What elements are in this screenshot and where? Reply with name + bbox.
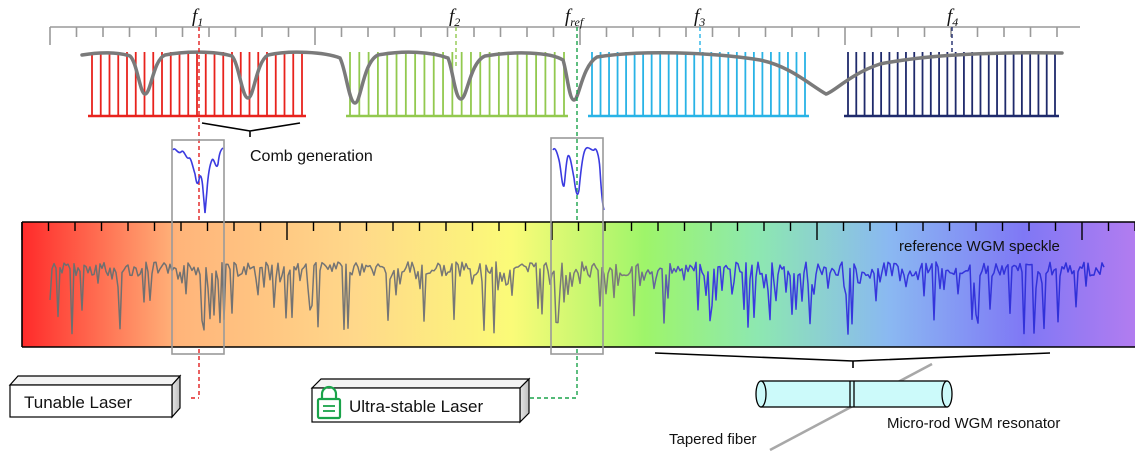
inset-trace-left: [172, 147, 224, 214]
zoom-box-left: [171, 139, 225, 355]
f2-label: f2: [449, 6, 460, 29]
resonator-brace: [654, 352, 1051, 368]
f1-label: f1: [192, 6, 203, 29]
frequency-ruler: [49, 26, 1080, 45]
comb-green: [346, 52, 568, 118]
tapered-fiber-label: Tapered fiber: [669, 431, 757, 448]
f3-label: f3: [694, 6, 705, 29]
comb-generation-brace: [201, 122, 301, 137]
speckle-trace: [49, 261, 1105, 335]
micro-rod-label: Micro-rod WGM resonator: [887, 415, 1060, 432]
comb-generation-label: Comb generation: [250, 148, 373, 165]
reference-speckle-label: reference WGM speckle: [899, 238, 1060, 255]
inset-trace-right: [552, 146, 605, 211]
micro-rod-resonator: [755, 362, 953, 452]
zoom-box-right: [550, 137, 604, 355]
tunable-laser-label: Tunable Laser: [24, 393, 132, 412]
speckle-ruler: [21, 222, 1135, 240]
comb-navy: [844, 52, 1059, 118]
f4-label: f4: [947, 6, 958, 29]
lock-icon: [316, 385, 342, 420]
ultra-stable-laser-box: Ultra-stable Laser: [310, 377, 531, 424]
tunable-laser-box: Tunable Laser: [8, 374, 182, 419]
ultra-stable-laser-label: Ultra-stable Laser: [349, 397, 484, 416]
transmission-envelope: [80, 50, 1064, 105]
comb-red: [88, 52, 306, 118]
comb-cyan: [588, 52, 809, 118]
fref-label: fref: [565, 6, 585, 29]
